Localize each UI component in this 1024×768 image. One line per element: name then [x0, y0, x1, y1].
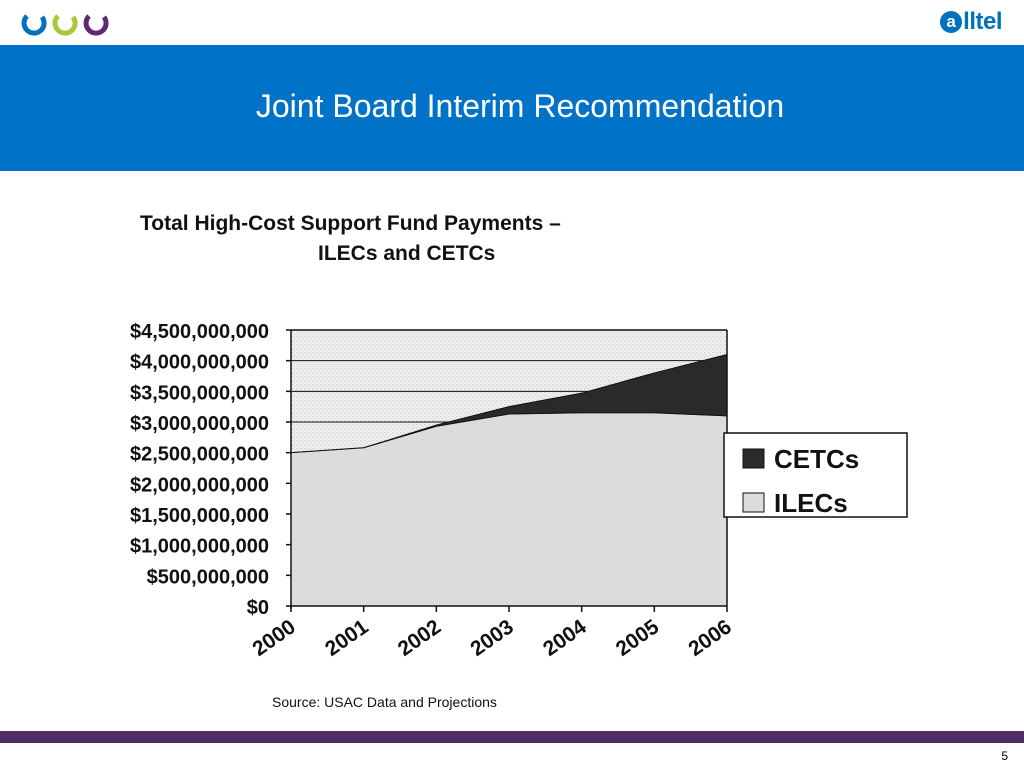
- page-title: Joint Board Interim Recommendation: [255, 88, 785, 124]
- y-tick-label: $2,000,000,000: [130, 474, 269, 496]
- x-tick-label: 2006: [684, 615, 735, 661]
- legend-swatch: [742, 448, 765, 469]
- y-tick-label: $4,500,000,000: [130, 321, 269, 343]
- y-tick-label: $3,000,000,000: [130, 413, 269, 435]
- legend: CETCs ILECs: [723, 432, 908, 518]
- x-tick-label: 2003: [466, 615, 517, 661]
- page-number: 5: [1001, 749, 1008, 763]
- y-tick-label: $0: [247, 597, 269, 619]
- legend-label: CETCs: [774, 444, 859, 474]
- x-tick-label: 2000: [248, 615, 299, 661]
- purple-circle-icon: [83, 14, 109, 36]
- plot-area: $0 $500,000,000 $1,000,000,000 $1,500,000,0…: [130, 321, 736, 661]
- y-tick-label: $1,000,000,000: [130, 536, 269, 558]
- source-note: Source: USAC Data and Projections: [272, 694, 497, 710]
- brand-text: lltel: [963, 8, 1002, 35]
- three-circles-icon: [21, 14, 109, 36]
- chart-title-line1: Total High-Cost Support Fund Payments –: [140, 212, 561, 235]
- y-tick-label: $4,000,000,000: [130, 352, 269, 374]
- chart-title-line2: ILECs and CETCs: [318, 242, 495, 265]
- y-tick-label: $2,500,000,000: [130, 444, 269, 466]
- title-banner: [0, 45, 1024, 171]
- x-tick-label: 2004: [539, 615, 591, 661]
- top-bar: a lltel: [0, 0, 1024, 44]
- brand-mark: a: [940, 11, 963, 33]
- legend-label: ILECs: [774, 488, 848, 518]
- legend-swatch: [742, 492, 765, 513]
- green-circle-icon: [52, 14, 78, 36]
- x-tick-label: 2002: [394, 615, 445, 661]
- x-tick-label: 2001: [321, 615, 373, 661]
- area-chart: Total High-Cost Support Fund Payments – …: [130, 212, 908, 710]
- footer-bar: [0, 731, 1024, 743]
- y-tick-label: $1,500,000,000: [130, 505, 269, 527]
- y-tick-label: $500,000,000: [147, 566, 269, 588]
- alltel-logo: a lltel: [940, 6, 1002, 38]
- x-tick-label: 2005: [612, 615, 664, 661]
- blue-circle-icon: [21, 14, 47, 36]
- y-tick-label: $3,500,000,000: [130, 382, 269, 404]
